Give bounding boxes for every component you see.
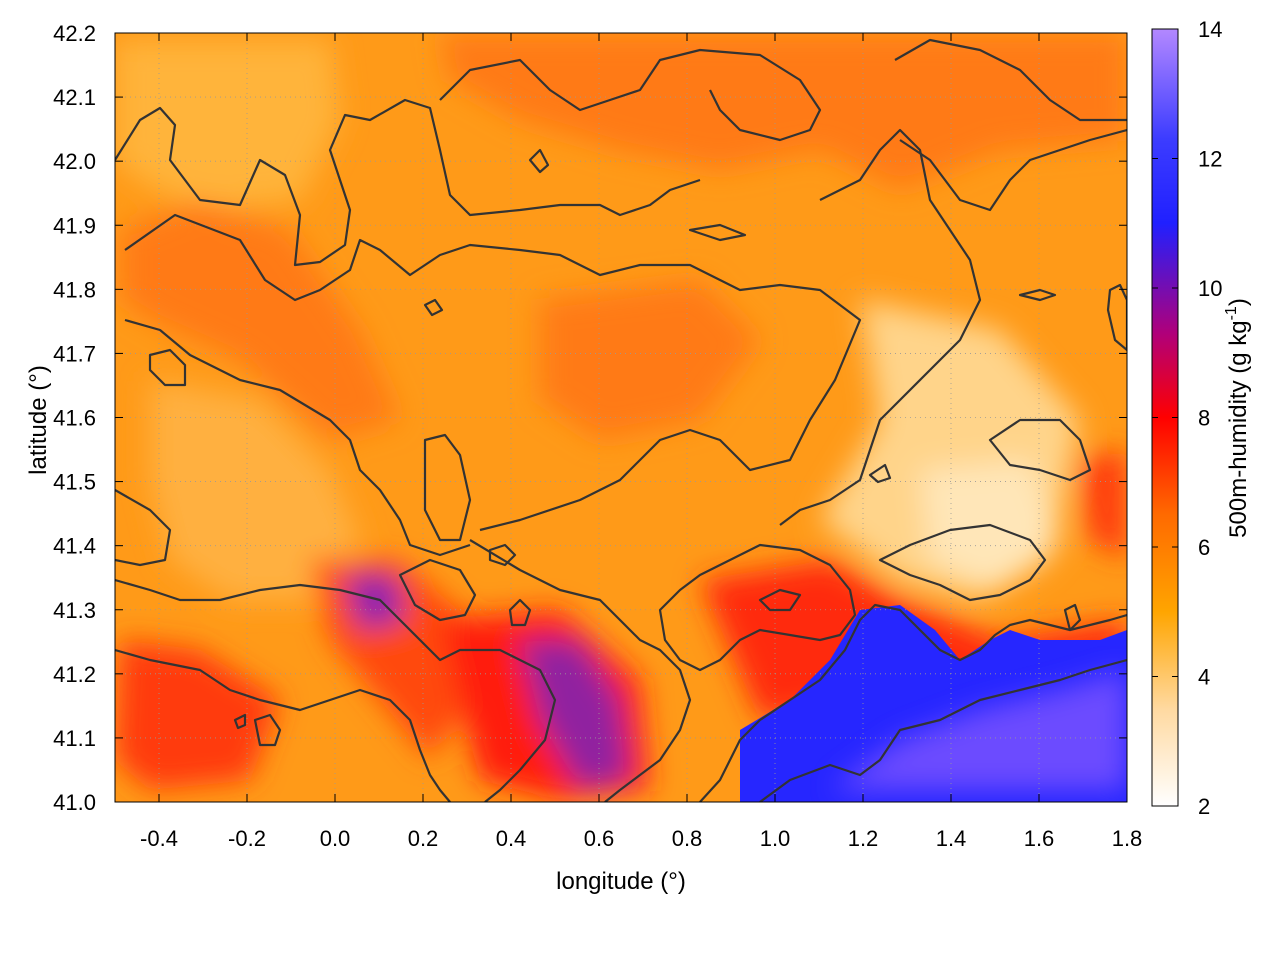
colorbar-tick-label: 14 [1198,17,1222,42]
y-tick-label: 42.0 [53,149,96,174]
y-tick-label: 41.9 [53,213,96,238]
colorbar-ticks: 2 4 6 8 10 12 14 [1152,17,1222,819]
humidity-patch-west-light [150,380,360,600]
humidity-patch-west-dark [120,200,400,440]
y-tick-label: 41.1 [53,726,96,751]
humidity-contours [115,38,1127,802]
contour-line [758,588,802,612]
y-tick-label: 41.4 [53,534,96,559]
contour-line [488,543,517,567]
colorbar-tick-label: 12 [1198,147,1222,172]
contour-line [899,128,1127,212]
contour-line [894,38,1127,122]
contour-line [1018,288,1057,302]
colorbar-title: 500m-humidity (g kg-1) [1223,298,1252,538]
plot-area [115,33,1127,802]
contour-line [233,713,247,730]
colorbar-tick-label: 10 [1198,276,1222,301]
contour-line [779,128,982,526]
colorbar: 2 4 6 8 10 12 14 500m-humidity (g kg-1) [1151,17,1252,819]
y-tick-label: 41.7 [53,341,96,366]
x-tick-label: 0.2 [408,826,439,851]
x-tick-label: -0.4 [140,826,178,851]
contour-line [115,98,701,267]
x-tick-label: 1.2 [848,826,879,851]
y-tick-label: 41.6 [53,406,96,431]
contour-line [469,539,692,802]
contour-line [124,213,862,532]
contour-line [124,318,471,557]
contour-line [115,489,172,567]
contour-line [423,298,444,317]
contour-line [148,348,187,387]
y-tick-label: 41.8 [53,277,96,302]
x-tick-label: 0.8 [672,826,703,851]
colorbar-tick-label: 8 [1198,406,1210,431]
contour-line [688,223,747,242]
contour-line [1106,283,1127,352]
colorbar-tick-label: 4 [1198,665,1210,690]
y-tick-label: 42.1 [53,85,96,110]
contour-line [1063,603,1082,632]
grid [115,33,1127,802]
contour-line [759,658,1127,802]
contour-line [868,463,892,484]
contour-line [508,598,532,627]
y-axis: 41.0 41.1 41.2 41.3 41.4 41.5 41.6 41.7 41.8 41.9… [53,21,1127,815]
y-tick-label: 41.3 [53,598,96,623]
y-axis-title: latitude (°) [25,365,52,475]
humidity-patch-southwest-red-2 [115,640,280,790]
contour-line [423,433,472,542]
sea-region-purple [830,670,1127,790]
contour-line [115,578,557,802]
x-tick-label: 1.6 [1024,826,1055,851]
x-axis-title: longitude (°) [556,868,686,895]
contour-line [253,713,282,747]
colorbar-tick-label: 2 [1198,794,1210,819]
contour-line [398,558,477,622]
x-tick-label: 0.6 [584,826,615,851]
x-tick-label: 0.4 [496,826,527,851]
y-tick-label: 41.0 [53,790,96,815]
x-tick-label: 1.8 [1112,826,1143,851]
x-tick-label: -0.2 [228,826,266,851]
y-tick-label: 41.5 [53,470,96,495]
contour-line [115,648,451,802]
x-axis: -0.4 -0.2 0.0 0.2 0.4 0.6 0.8 1.0 1.2 1.4 1.6 1.8 [140,33,1142,851]
colorbar-title-sup: -1 [1223,306,1240,320]
x-tick-label: 1.4 [936,826,967,851]
y-tick-label: 41.2 [53,662,96,687]
humidity-patch-purple-node [345,575,405,630]
colorbar-title-main: 500m-humidity (g kg [1225,320,1252,537]
contour-line [658,543,857,672]
colorbar-tick-label: 6 [1198,535,1210,560]
humidity-patch-center-dark [540,280,760,440]
y-tick-label: 42.2 [53,21,96,46]
contour-line [699,603,1127,802]
contour-line [439,48,822,142]
contour-line [988,418,1092,482]
x-tick-label: 0.0 [320,826,351,851]
contour-line [878,523,1047,602]
humidity-patch-north-orange [440,33,1127,190]
humidity-patch-east-red [1080,450,1127,560]
humidity-patch-delta-purple [520,640,630,790]
x-tick-label: 1.0 [760,826,791,851]
contour-line [528,148,550,174]
humidity-patch-northwest-light [115,40,340,210]
colorbar-title-tail: ) [1225,298,1252,306]
